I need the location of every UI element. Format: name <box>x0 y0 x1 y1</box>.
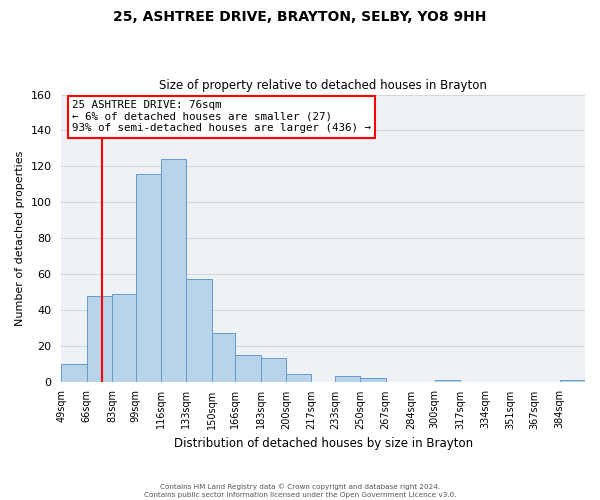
Bar <box>560 380 585 382</box>
Bar <box>361 378 386 382</box>
Text: Contains HM Land Registry data © Crown copyright and database right 2024.
Contai: Contains HM Land Registry data © Crown c… <box>144 484 456 498</box>
Bar <box>261 358 286 382</box>
Bar <box>286 374 311 382</box>
Title: Size of property relative to detached houses in Brayton: Size of property relative to detached ho… <box>159 79 487 92</box>
Bar <box>187 280 212 382</box>
Text: 25 ASHTREE DRIVE: 76sqm
← 6% of detached houses are smaller (27)
93% of semi-det: 25 ASHTREE DRIVE: 76sqm ← 6% of detached… <box>72 100 371 134</box>
Y-axis label: Number of detached properties: Number of detached properties <box>15 150 25 326</box>
Bar <box>136 174 161 382</box>
Bar <box>435 380 460 382</box>
Bar <box>235 354 261 382</box>
Bar <box>161 159 187 382</box>
X-axis label: Distribution of detached houses by size in Brayton: Distribution of detached houses by size … <box>173 437 473 450</box>
Bar <box>86 296 112 382</box>
Text: 25, ASHTREE DRIVE, BRAYTON, SELBY, YO8 9HH: 25, ASHTREE DRIVE, BRAYTON, SELBY, YO8 9… <box>113 10 487 24</box>
Bar <box>112 294 136 382</box>
Bar <box>212 333 235 382</box>
Bar <box>335 376 361 382</box>
Bar <box>61 364 86 382</box>
